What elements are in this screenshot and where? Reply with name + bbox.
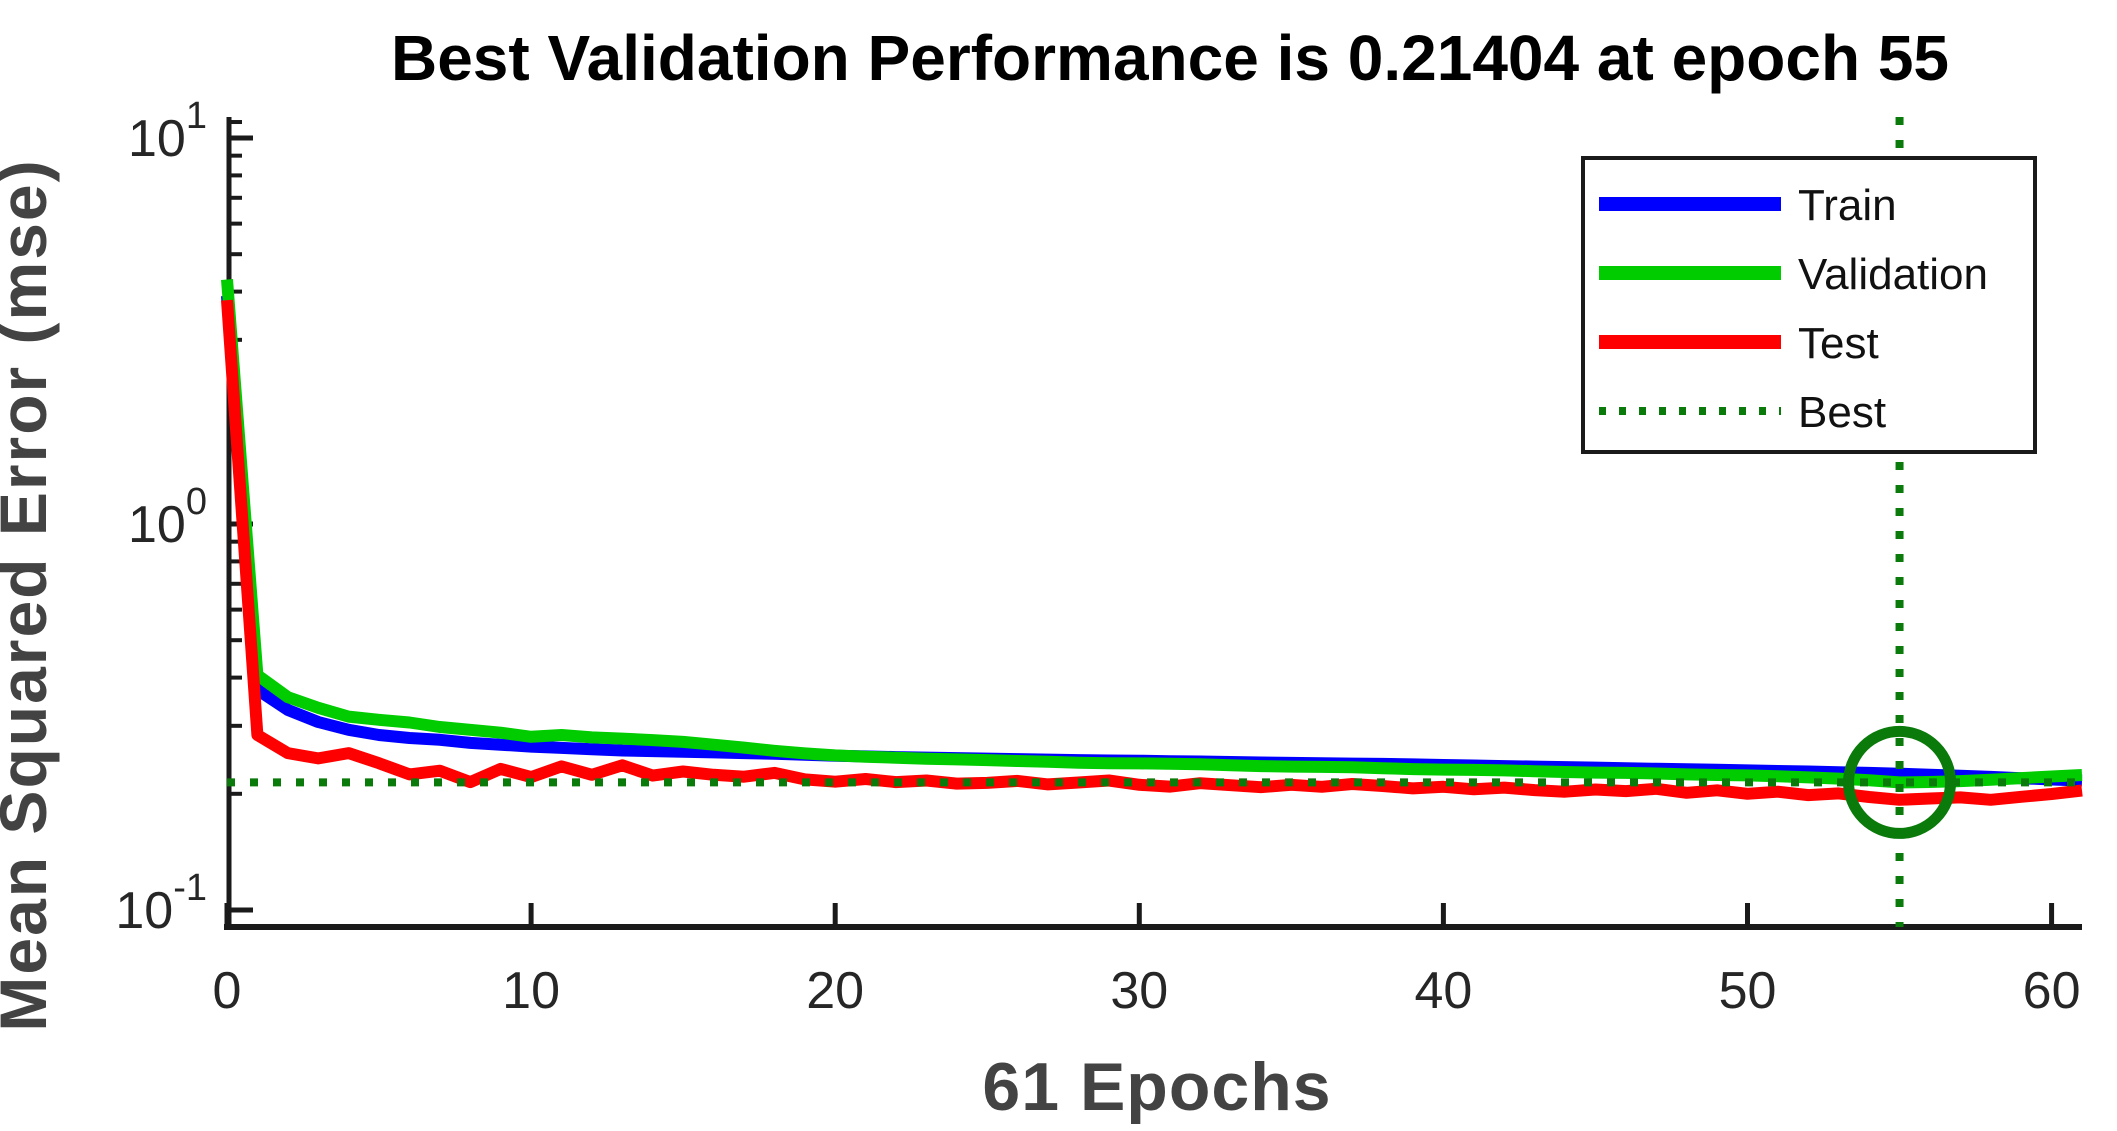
best-lines	[227, 117, 2082, 927]
x-tick-label: 10	[502, 962, 560, 1020]
x-tick-label: 40	[1414, 962, 1472, 1020]
x-tick-label: 50	[1719, 962, 1777, 1020]
x-tick-label: 30	[1110, 962, 1168, 1020]
y-tick-label: 101	[128, 95, 207, 168]
best-marker-circle	[1843, 725, 1957, 839]
x-tick-label: 0	[213, 962, 242, 1020]
x-tick-label: 20	[806, 962, 864, 1020]
y-axis-label: Mean Squared Error (mse)	[0, 158, 60, 1031]
legend-label-train: Train	[1798, 181, 1897, 230]
curve-validation	[221, 279, 2083, 789]
legend: Train Validation Test Best	[1581, 156, 2037, 454]
axes: 0 10 20 30 40 50 60 101 100 10-1	[115, 95, 2082, 1020]
x-tick-label: 60	[2023, 962, 2081, 1020]
y-tick-label: 100	[128, 481, 207, 554]
x-axis-label: 61 Epochs	[982, 1049, 1331, 1125]
y-tick-label: 10-1	[115, 867, 207, 940]
legend-label-best: Best	[1798, 388, 1886, 437]
chart-title: Best Validation Performance is 0.21404 a…	[391, 22, 1949, 94]
legend-label-validation: Validation	[1798, 250, 1988, 299]
legend-label-test: Test	[1798, 319, 1879, 368]
